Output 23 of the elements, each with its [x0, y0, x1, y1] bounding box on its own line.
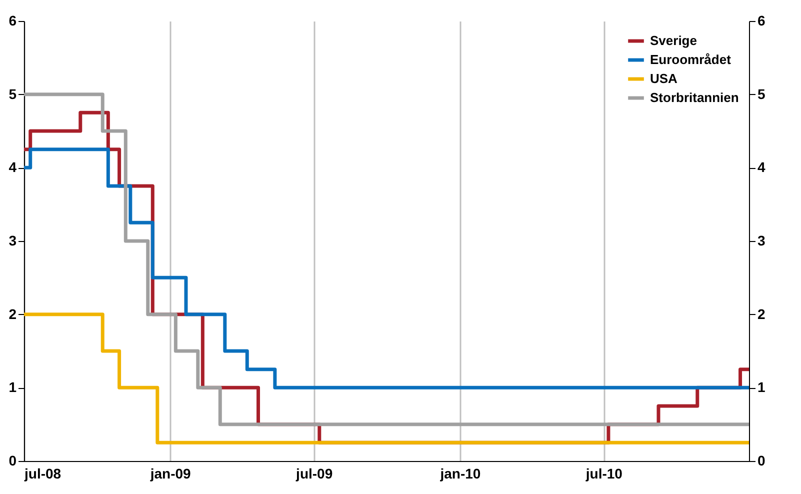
y-tick-label: 0: [8, 452, 17, 468]
x-tick-label: jan-10: [439, 466, 481, 482]
y2-tick-label: 4: [758, 159, 766, 176]
y-tick-label: 6: [8, 12, 17, 28]
legend-label: USA: [650, 71, 678, 86]
y-tick-label: 5: [8, 86, 17, 102]
y-tick-label: 4: [8, 159, 17, 176]
legend-label: Sverige: [650, 33, 697, 48]
y2-tick-label: 6: [758, 12, 766, 28]
y-tick-label: 2: [8, 306, 17, 322]
x-tick-label: jan-09: [149, 466, 192, 482]
x-tick-label: jul-08: [24, 466, 62, 482]
y2-tick-label: 1: [758, 379, 766, 396]
y2-tick-label: 2: [758, 306, 766, 322]
y2-tick-label: 5: [758, 86, 766, 102]
legend-label: Euroområdet: [650, 52, 732, 67]
y2-tick-label: 3: [758, 232, 766, 248]
y2-tick-label: 0: [758, 452, 766, 468]
x-tick-label: jul-10: [584, 466, 623, 482]
y-tick-label: 3: [8, 232, 17, 248]
y-tick-label: 1: [8, 379, 17, 396]
x-tick-label: jul-09: [295, 466, 333, 482]
legend-label: Storbritannien: [650, 90, 739, 105]
